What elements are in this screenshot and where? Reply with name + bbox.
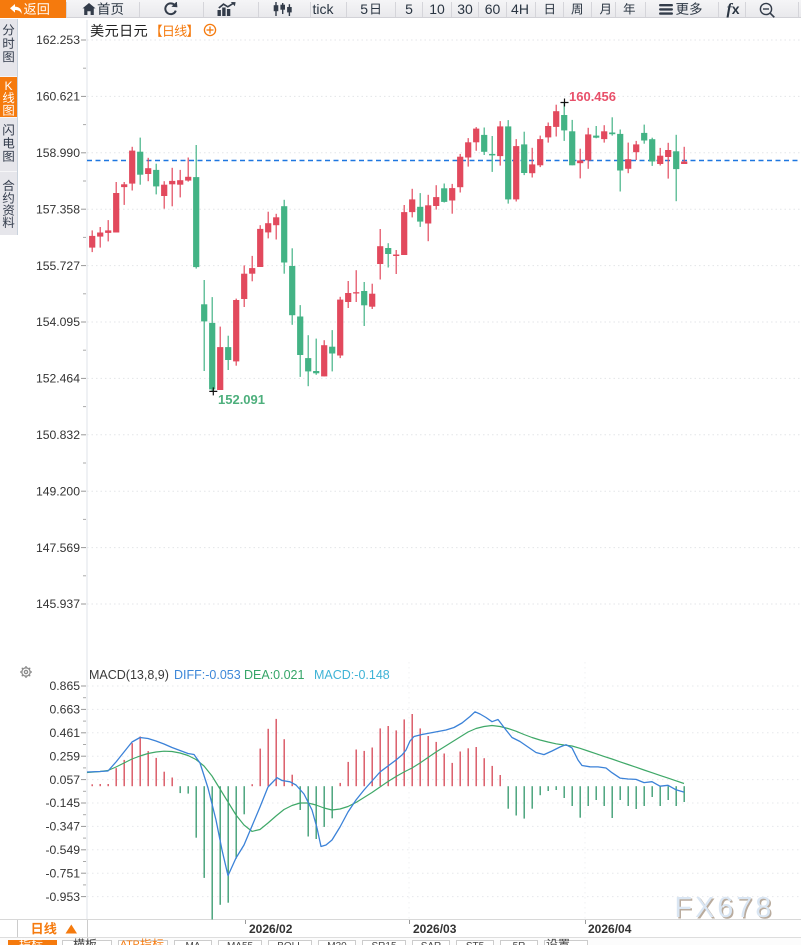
svg-text:147.569: 147.569 (36, 541, 80, 555)
svg-text:MACD(13,8,9): MACD(13,8,9) (89, 668, 169, 682)
svg-text:MACD:-0.148: MACD:-0.148 (314, 668, 390, 682)
svg-text:0.259: 0.259 (50, 749, 81, 763)
svg-text:0.461: 0.461 (50, 726, 81, 740)
svg-text:150.832: 150.832 (36, 428, 80, 442)
svg-text:162.253: 162.253 (36, 33, 80, 47)
svg-text:-0.347: -0.347 (45, 820, 80, 834)
svg-text:-0.751: -0.751 (45, 866, 80, 880)
svg-text:152.091: 152.091 (218, 392, 265, 407)
svg-text:-0.145: -0.145 (45, 796, 80, 810)
svg-text:0.663: 0.663 (50, 703, 81, 717)
svg-text:DEA:0.021: DEA:0.021 (244, 668, 305, 682)
svg-text:160.621: 160.621 (36, 90, 80, 104)
svg-text:152.464: 152.464 (36, 372, 80, 386)
svg-text:158.990: 158.990 (36, 146, 80, 160)
svg-text:157.358: 157.358 (36, 202, 80, 216)
svg-text:0.057: 0.057 (50, 773, 81, 787)
svg-text:160.456: 160.456 (569, 89, 616, 104)
svg-text:149.200: 149.200 (36, 484, 80, 498)
svg-text:0.865: 0.865 (50, 679, 81, 693)
svg-text:154.095: 154.095 (36, 315, 80, 329)
svg-text:-0.953: -0.953 (45, 890, 80, 904)
svg-text:145.937: 145.937 (36, 597, 80, 611)
svg-text:155.727: 155.727 (36, 259, 80, 273)
svg-text:DIFF:-0.053: DIFF:-0.053 (174, 668, 241, 682)
svg-text:-0.549: -0.549 (45, 843, 80, 857)
